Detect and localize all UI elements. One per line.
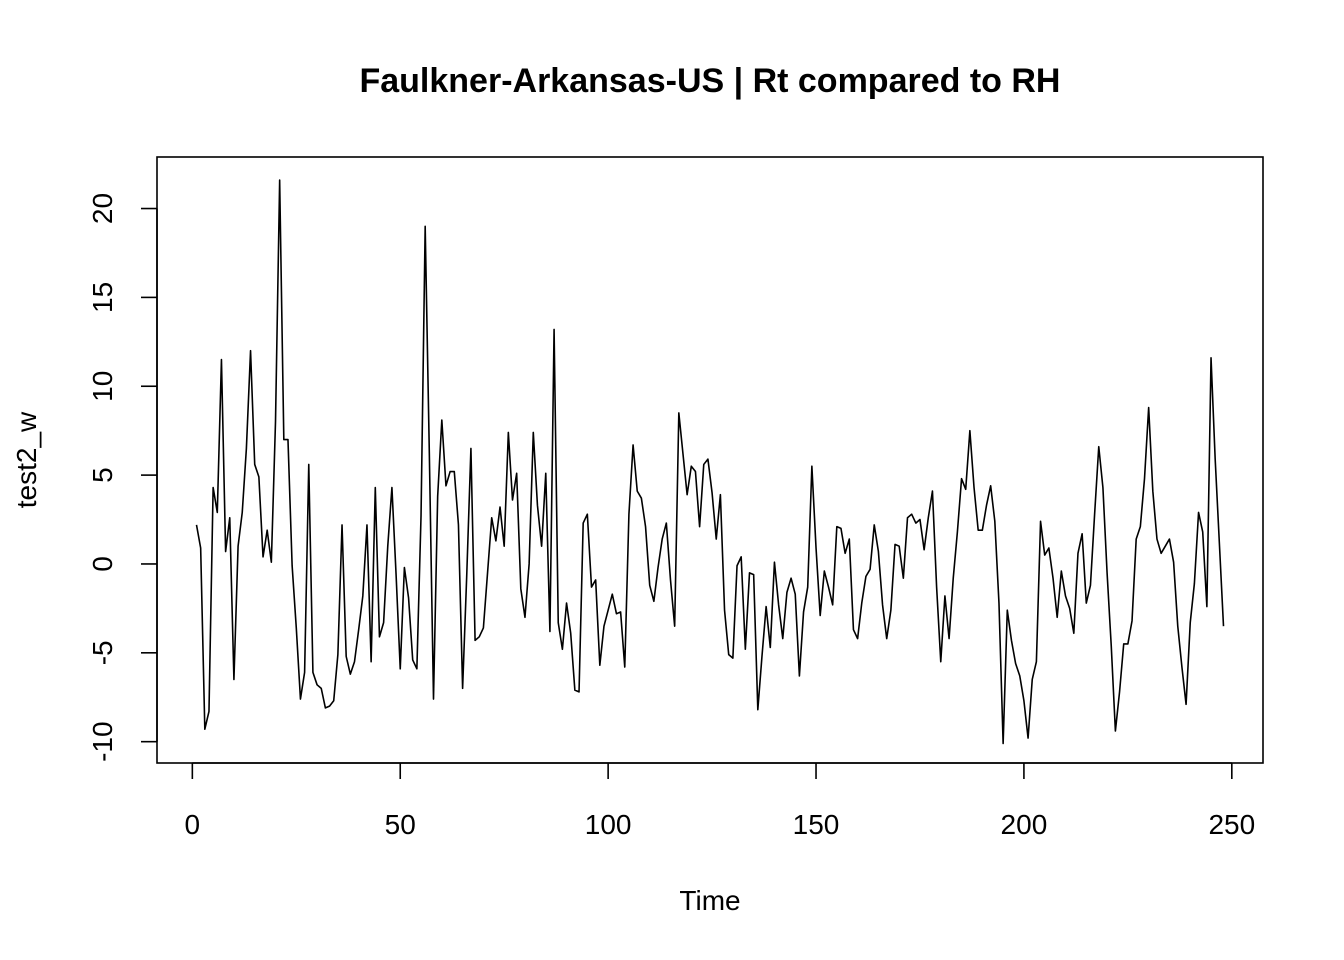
y-tick-label: 0 (87, 556, 118, 572)
y-tick-label: 10 (87, 371, 118, 402)
x-tick-label: 250 (1208, 809, 1255, 840)
x-tick-label: 50 (385, 809, 416, 840)
plot-frame (156, 156, 1264, 764)
series-group (195, 179, 1225, 745)
x-tick-label: 150 (793, 809, 840, 840)
y-tick-label: 5 (87, 467, 118, 483)
y-axis: -10 -5 0 5 10 15 20 (87, 193, 158, 762)
y-axis-label: test2_w (11, 411, 42, 508)
x-tick-label: 0 (185, 809, 201, 840)
x-tick-label: 200 (1001, 809, 1048, 840)
series-line (195, 179, 1225, 745)
x-axis: 0 50 100 150 200 250 (185, 762, 1255, 840)
y-tick-label: 20 (87, 193, 118, 224)
y-tick-label: 15 (87, 282, 118, 313)
x-axis-label: Time (679, 885, 740, 916)
chart-title: Faulkner-Arkansas-US | Rt compared to RH (359, 62, 1060, 100)
y-tick-label: -5 (87, 640, 118, 665)
x-tick-label: 100 (585, 809, 632, 840)
y-tick-label: -10 (87, 721, 118, 761)
